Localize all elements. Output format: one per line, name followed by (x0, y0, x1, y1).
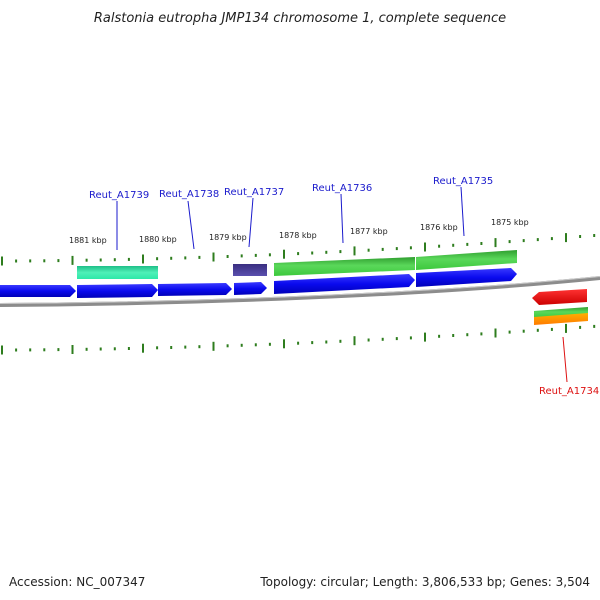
gene-arrow-reut-a1735[interactable] (416, 268, 517, 287)
cds-feature-reut-a1734-green[interactable] (534, 307, 588, 318)
scale-label-1877: 1877 kbp (350, 227, 388, 236)
leader-line-reut-a1738 (187, 200, 195, 250)
scale-label-1881: 1881 kbp (69, 236, 107, 245)
leader-line-reut-a1737 (248, 197, 254, 248)
scale-label-1875: 1875 kbp (491, 218, 529, 227)
chromosome-backbone (0, 276, 600, 307)
scale-label-1879: 1879 kbp (209, 233, 247, 242)
cds-feature-reut-a1734-orange[interactable] (534, 313, 588, 325)
gene-arrow-partial[interactable] (0, 285, 76, 297)
gene-arrow-reut-a1738[interactable] (158, 283, 232, 296)
gene-label-reut-a1736[interactable]: Reut_A1736 (312, 183, 372, 194)
gene-arrow-reut-a1739[interactable] (77, 284, 158, 298)
leader-line-reut-a1735 (460, 186, 465, 237)
cds-feature-reut-a1735[interactable] (416, 250, 517, 270)
cds-feature-reut-a1737[interactable] (233, 264, 267, 276)
cds-feature-reut-a1739[interactable] (77, 266, 158, 279)
gene-label-reut-a1739[interactable]: Reut_A1739 (89, 190, 149, 201)
gene-label-reut-a1738[interactable]: Reut_A1738 (159, 189, 219, 200)
scale-label-1876: 1876 kbp (420, 223, 458, 232)
gene-arrow-reut-a1734[interactable] (532, 289, 587, 305)
leader-line-reut-a1736 (340, 193, 344, 244)
tick-ring-lower (1, 323, 596, 355)
gene-label-reut-a1737[interactable]: Reut_A1737 (224, 187, 284, 198)
scale-label-1880: 1880 kbp (139, 235, 177, 244)
gene-label-reut-a1734[interactable]: Reut_A1734 (539, 386, 599, 397)
gene-arrow-reut-a1737[interactable] (234, 282, 267, 295)
gene-label-reut-a1735[interactable]: Reut_A1735 (433, 176, 493, 187)
accession-text: Accession: NC_007347 (9, 575, 145, 589)
label-leader-lines (116, 186, 568, 383)
cds-feature-reut-a1736[interactable] (274, 257, 415, 276)
leader-line-reut-a1734 (562, 336, 568, 383)
scale-label-1878: 1878 kbp (279, 231, 317, 240)
topology-summary-text: Topology: circular; Length: 3,806,533 bp… (259, 575, 590, 589)
chromosome-backbone-highlight (0, 276, 600, 304)
gene-arrow-reut-a1736[interactable] (274, 274, 415, 294)
tick-ring-upper (1, 233, 596, 266)
map-title: Ralstonia eutropha JMP134 chromosome 1, … (94, 11, 506, 26)
